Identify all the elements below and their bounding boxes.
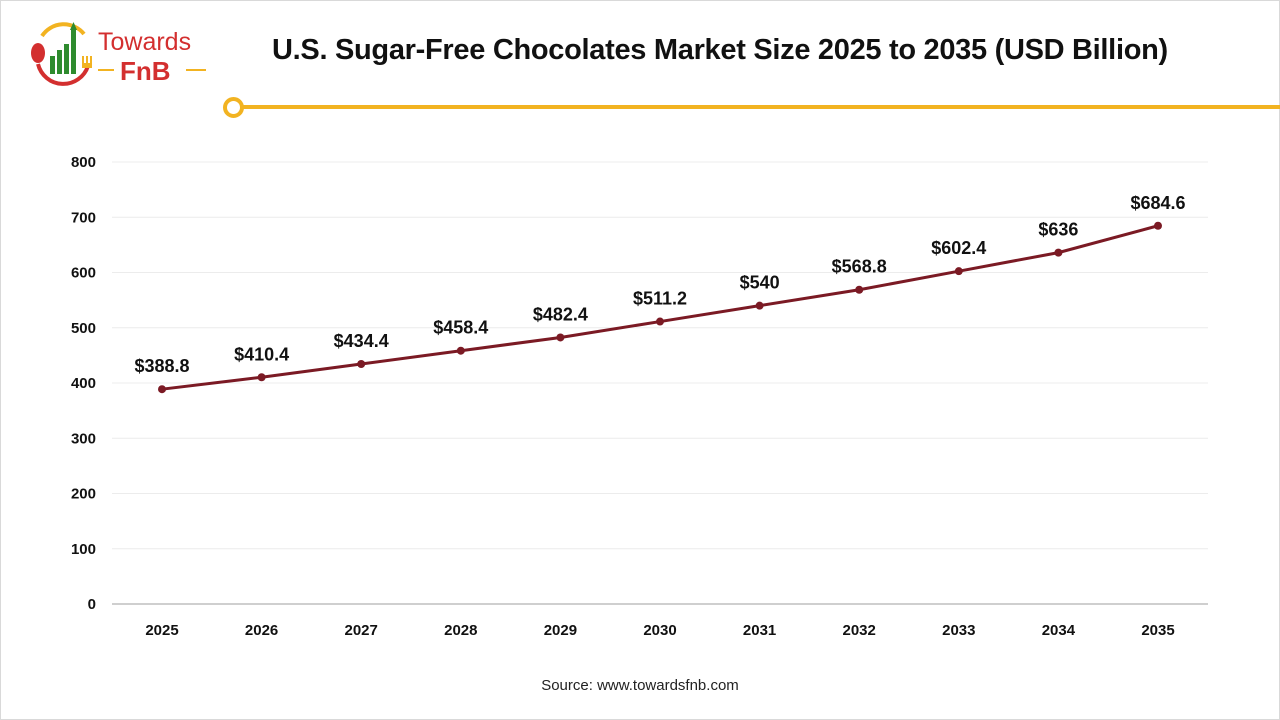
x-tick-label: 2029: [544, 622, 577, 639]
x-tick-label: 2034: [1042, 622, 1076, 639]
y-tick-label: 500: [71, 320, 96, 337]
data-label: $511.2: [633, 289, 687, 309]
y-tick-label: 200: [71, 486, 96, 503]
x-tick-label: 2030: [643, 622, 676, 639]
y-tick-label: 0: [88, 596, 96, 613]
x-tick-label: 2031: [743, 622, 776, 639]
x-tick-label: 2026: [245, 622, 278, 639]
x-tick-label: 2027: [345, 622, 378, 639]
data-point: [556, 333, 565, 342]
data-label: $684.6: [1130, 193, 1185, 213]
x-tick-label: 2035: [1141, 622, 1174, 639]
data-label: $482.4: [533, 304, 588, 324]
towards-fnb-logo: Towards FnB: [31, 22, 206, 86]
y-tick-label: 300: [71, 430, 96, 447]
data-label: $388.8: [134, 356, 189, 376]
x-tick-label: 2028: [444, 622, 477, 639]
data-label: $434.4: [334, 331, 389, 351]
data-label: $602.4: [931, 238, 986, 258]
header-rule-dot: [223, 97, 244, 118]
y-tick-label: 400: [71, 375, 96, 392]
data-label: $410.4: [234, 344, 289, 364]
data-point: [357, 359, 366, 368]
data-point: [656, 317, 664, 326]
svg-text:FnB: FnB: [120, 56, 171, 86]
data-point: [1154, 221, 1162, 230]
svg-text:Towards: Towards: [98, 28, 191, 56]
chart-title: U.S. Sugar-Free Chocolates Market Size 2…: [272, 34, 1168, 66]
data-point: [257, 373, 266, 382]
data-point: [855, 285, 864, 294]
data-point: [1054, 248, 1063, 257]
data-point: [456, 346, 465, 355]
data-point: [158, 385, 166, 394]
data-point: [755, 301, 764, 310]
x-tick-label: 2032: [843, 622, 876, 639]
data-label: $458.4: [433, 318, 488, 338]
x-tick-label: 2033: [942, 622, 975, 639]
y-tick-label: 600: [71, 265, 96, 282]
data-label: $636: [1038, 220, 1078, 240]
header-rule: [240, 105, 1280, 109]
data-label: $568.8: [832, 257, 887, 277]
source-note: Source: www.towardsfnb.com: [541, 677, 739, 694]
y-tick-label: 800: [71, 154, 96, 171]
y-tick-label: 100: [71, 541, 96, 558]
data-point: [954, 267, 963, 276]
x-tick-label: 2025: [145, 622, 178, 639]
data-label: $540: [740, 273, 780, 293]
y-tick-label: 700: [71, 209, 96, 226]
